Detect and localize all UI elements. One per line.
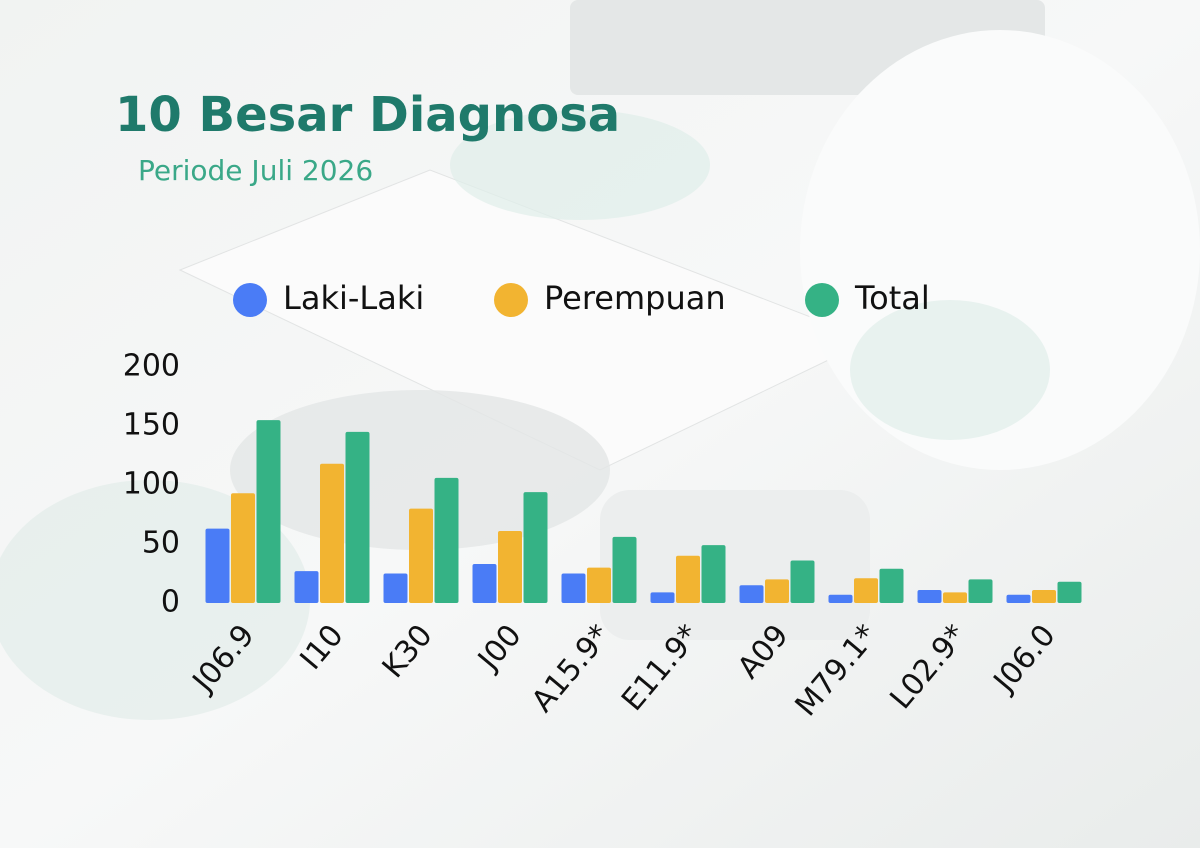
- legend-label: Perempuan: [544, 279, 726, 317]
- bar: [561, 573, 586, 603]
- bar: [434, 477, 459, 603]
- bar: [612, 536, 637, 603]
- bar: [828, 594, 853, 603]
- bar: [943, 592, 967, 603]
- bar: [676, 555, 700, 603]
- legend-label: Total: [854, 279, 930, 317]
- chart-title: 10 Besar Diagnosa: [115, 87, 620, 143]
- bar: [1057, 581, 1082, 603]
- bar: [498, 531, 522, 603]
- bar: [231, 493, 255, 603]
- legend-marker: [805, 283, 839, 317]
- legend-marker: [494, 283, 528, 317]
- bar: [739, 585, 764, 603]
- legend-label: Laki-Laki: [283, 279, 424, 317]
- legend-marker: [233, 283, 267, 317]
- bar: [294, 571, 319, 603]
- chart-subtitle: Periode Juli 2026: [138, 154, 373, 187]
- hand-shape: [450, 110, 710, 220]
- y-tick-label: 0: [161, 585, 180, 620]
- y-tick-label: 50: [142, 526, 180, 561]
- bar: [383, 573, 408, 603]
- bar: [1032, 590, 1056, 603]
- bar: [523, 492, 548, 603]
- bar: [650, 592, 675, 603]
- bar: [917, 590, 942, 603]
- bar: [320, 463, 344, 603]
- bar: [854, 578, 878, 603]
- bar: [587, 567, 611, 603]
- bar: [765, 579, 789, 603]
- y-tick-label: 100: [123, 467, 180, 502]
- bar: [879, 568, 904, 603]
- bar: [256, 420, 281, 603]
- y-tick-label: 200: [123, 349, 180, 384]
- bar: [968, 579, 993, 603]
- monitor-shape: [600, 490, 870, 640]
- bar: [1006, 594, 1031, 603]
- bar: [205, 528, 230, 603]
- bar: [701, 545, 726, 603]
- hand-shape: [850, 300, 1050, 440]
- bar: [345, 431, 370, 603]
- bar: [790, 560, 815, 603]
- bar: [409, 508, 433, 603]
- y-tick-label: 150: [123, 408, 180, 443]
- bar: [472, 564, 497, 603]
